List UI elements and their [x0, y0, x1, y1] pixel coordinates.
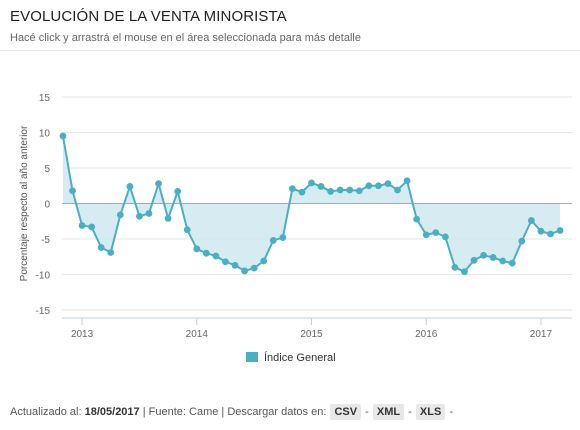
- separator: -: [408, 406, 412, 418]
- y-tick-label: 10: [39, 129, 51, 140]
- data-point: [241, 267, 248, 275]
- chart-area[interactable]: 15 10 5 0 -5 -10 -15 Porcentaje respecto al año…: [0, 51, 580, 391]
- separator: -: [365, 406, 369, 418]
- y-tick-label: 15: [39, 93, 51, 104]
- data-point: [489, 254, 497, 261]
- data-point: [527, 217, 535, 224]
- data-point: [97, 244, 105, 251]
- data-point: [279, 234, 287, 241]
- data-point: [269, 237, 277, 244]
- data-point: [470, 256, 478, 264]
- data-point: [327, 188, 335, 195]
- data-point: [451, 264, 459, 271]
- page-title: EVOLUCIÓN DE LA VENTA MINORISTA: [10, 8, 287, 25]
- y-tick-label: 0: [44, 200, 50, 211]
- x-tick-label: 2014: [186, 329, 209, 340]
- y-tick-label: -5: [41, 235, 50, 246]
- data-point: [336, 186, 344, 194]
- data-point: [222, 258, 229, 266]
- x-tick-label: 2016: [415, 329, 438, 340]
- y-axis-title: Porcentaje respecto al año anterior: [19, 125, 30, 281]
- y-tick-label: -10: [36, 271, 51, 282]
- data-point: [193, 245, 201, 253]
- y-tick-label: 5: [44, 164, 50, 175]
- data-point: [375, 182, 382, 190]
- data-point: [537, 227, 545, 235]
- data-point: [499, 257, 507, 265]
- data-point: [231, 261, 239, 269]
- legend-label: Índice General: [264, 351, 336, 364]
- separator: -: [449, 406, 454, 418]
- data-point: [212, 252, 220, 260]
- data-point: [174, 188, 182, 195]
- data-point: [250, 264, 258, 272]
- data-point: [155, 180, 162, 188]
- chart-header: EVOLUCIÓN DE LA VENTA MINORISTA Hacé cli…: [10, 8, 570, 44]
- updated-label: Actualizado al:: [10, 406, 82, 418]
- data-point: [88, 223, 96, 231]
- data-point: [508, 259, 516, 267]
- y-tick-label: -15: [36, 306, 51, 317]
- data-point: [346, 186, 354, 194]
- data-point: [136, 212, 143, 220]
- download-csv-button[interactable]: CSV: [330, 404, 362, 420]
- data-point: [260, 257, 268, 265]
- data-point: [365, 182, 373, 190]
- data-point: [183, 226, 191, 234]
- data-point: [298, 188, 306, 196]
- page-subtitle: Hacé click y arrastrá el mouse en el áre…: [10, 32, 361, 44]
- header-divider: [0, 50, 580, 51]
- data-point: [413, 215, 421, 223]
- data-point: [355, 187, 363, 195]
- data-point: [432, 229, 440, 237]
- x-tick-label: 2015: [300, 329, 323, 340]
- data-point: [403, 177, 411, 185]
- x-tick-label: 2013: [71, 329, 94, 340]
- data-point: [288, 185, 296, 192]
- data-point: [202, 249, 210, 257]
- data-point: [126, 183, 134, 190]
- data-point: [422, 231, 430, 239]
- data-point: [145, 210, 153, 217]
- data-point: [116, 211, 124, 219]
- source-text: | Fuente: Came | Descargar datos en:: [142, 406, 327, 418]
- data-point: [547, 230, 554, 238]
- data-point: [78, 222, 86, 229]
- download-xls-button[interactable]: XLS: [415, 404, 446, 420]
- data-point: [59, 132, 67, 140]
- updated-date: 18/05/2017: [84, 406, 140, 418]
- data-point: [441, 233, 449, 241]
- data-point: [480, 251, 487, 259]
- data-point: [461, 268, 468, 276]
- data-point: [317, 183, 325, 190]
- data-point: [308, 179, 315, 187]
- data-point: [518, 237, 526, 245]
- x-tick-label: 2017: [530, 329, 553, 340]
- retail-sales-chart[interactable]: 15 10 5 0 -5 -10 -15 Porcentaje respecto al año…: [0, 51, 580, 391]
- legend-swatch: [246, 352, 258, 362]
- data-point: [69, 187, 76, 195]
- footer: Actualizado al: 18/05/2017 | Fuente: Cam…: [10, 404, 570, 420]
- data-point: [384, 180, 392, 188]
- download-xml-button[interactable]: XML: [372, 404, 405, 420]
- data-point: [107, 249, 115, 256]
- data-point: [394, 186, 401, 194]
- data-point: [556, 227, 564, 234]
- data-point: [164, 215, 172, 222]
